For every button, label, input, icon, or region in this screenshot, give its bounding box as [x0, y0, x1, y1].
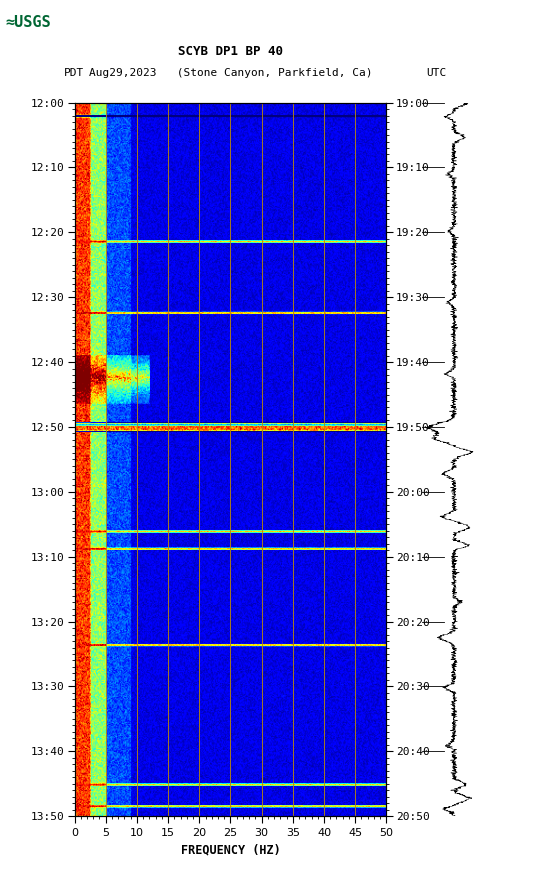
X-axis label: FREQUENCY (HZ): FREQUENCY (HZ): [181, 844, 280, 856]
Text: Aug29,2023   (Stone Canyon, Parkfield, Ca): Aug29,2023 (Stone Canyon, Parkfield, Ca): [89, 69, 372, 78]
Text: SCYB DP1 BP 40: SCYB DP1 BP 40: [178, 45, 283, 58]
Text: PDT: PDT: [63, 69, 84, 78]
Text: ≈USGS: ≈USGS: [6, 15, 51, 29]
Text: UTC: UTC: [426, 69, 446, 78]
